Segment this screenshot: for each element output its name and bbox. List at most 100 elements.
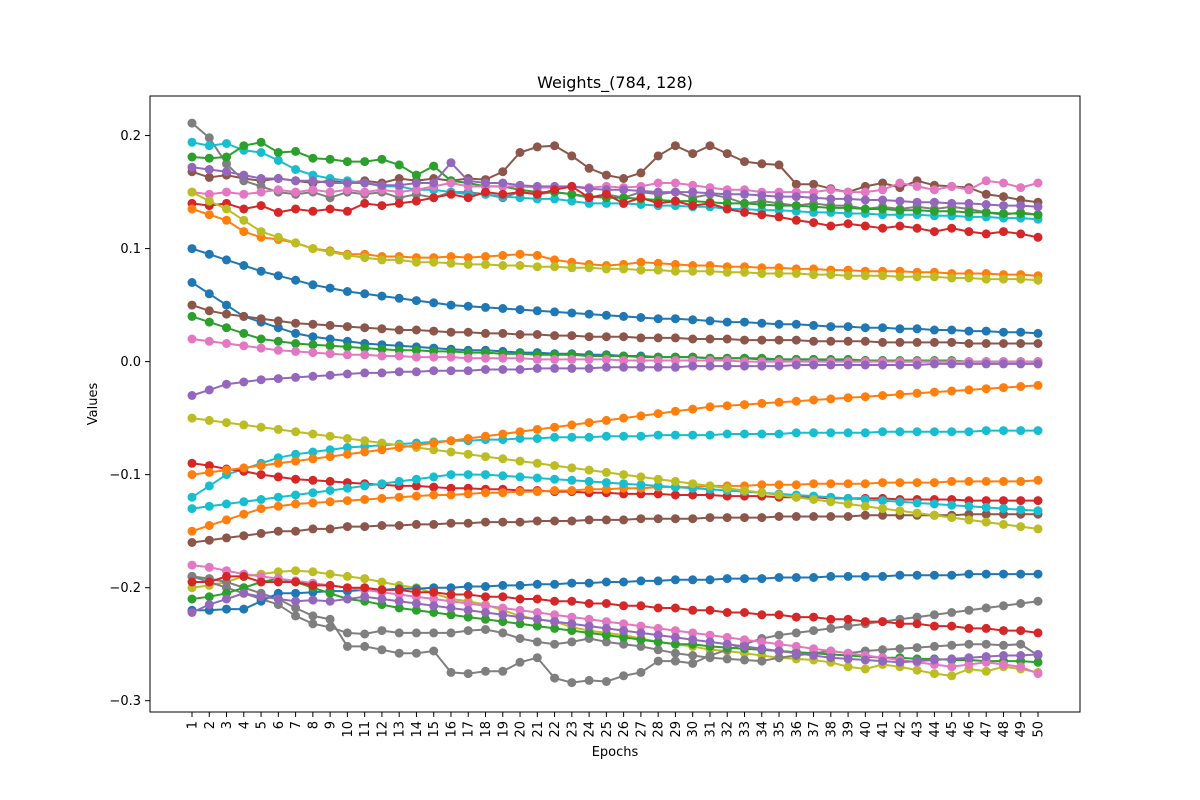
data-point <box>360 178 370 188</box>
data-point <box>187 594 197 604</box>
data-point <box>360 495 370 504</box>
data-point <box>204 461 214 471</box>
data-point <box>688 490 698 500</box>
data-point <box>1016 651 1026 660</box>
data-point <box>222 533 231 543</box>
data-point <box>187 608 197 617</box>
data-point <box>860 221 870 231</box>
data-point <box>912 272 922 282</box>
data-point <box>809 360 819 370</box>
data-point <box>688 334 698 344</box>
data-point <box>1016 359 1026 369</box>
data-point <box>791 192 801 202</box>
data-point <box>550 432 560 442</box>
data-point <box>360 574 370 584</box>
data-point <box>222 499 231 509</box>
series-30 <box>187 380 1043 480</box>
data-point <box>273 345 283 355</box>
x-tick-label: 11 <box>358 721 373 738</box>
data-point <box>740 635 749 645</box>
data-point <box>1016 426 1026 436</box>
data-point <box>826 479 836 489</box>
data-point <box>774 160 784 170</box>
data-point <box>498 365 508 374</box>
data-point <box>187 560 197 570</box>
data-point <box>222 215 231 225</box>
data-point <box>670 266 680 276</box>
data-point <box>239 497 249 507</box>
data-point <box>325 187 335 197</box>
data-point <box>999 227 1008 237</box>
data-point <box>843 571 853 581</box>
data-point <box>947 386 957 396</box>
data-point <box>878 478 888 488</box>
series-6 <box>187 158 1043 212</box>
data-point <box>791 648 801 658</box>
data-point <box>619 626 629 636</box>
data-point <box>774 630 784 640</box>
x-tick-label: 7 <box>289 721 304 729</box>
x-tick-label: 23 <box>565 721 580 738</box>
data-point <box>636 168 646 178</box>
data-point <box>222 604 231 614</box>
x-tick-label: 22 <box>548 721 563 738</box>
data-point <box>446 252 456 261</box>
data-point <box>809 626 819 636</box>
data-point <box>481 302 490 312</box>
data-point <box>342 322 352 332</box>
data-point <box>584 363 594 373</box>
data-point <box>204 535 214 545</box>
data-point <box>929 641 939 651</box>
data-point <box>981 569 991 579</box>
data-point <box>670 648 680 658</box>
data-point <box>394 492 404 502</box>
data-point <box>636 628 646 638</box>
data-point <box>394 293 404 303</box>
data-point <box>515 619 525 629</box>
data-point <box>601 484 611 494</box>
data-point <box>601 630 611 640</box>
data-point <box>325 334 335 344</box>
data-point <box>187 470 197 480</box>
data-point <box>722 639 732 649</box>
data-point <box>947 500 957 510</box>
data-point <box>964 185 974 195</box>
data-point <box>204 306 214 316</box>
data-point <box>981 496 991 506</box>
data-point <box>722 608 732 617</box>
data-point <box>791 428 801 438</box>
data-point <box>567 678 577 688</box>
data-point <box>325 320 335 330</box>
data-point <box>757 159 767 169</box>
data-point <box>670 178 680 188</box>
data-point <box>222 159 231 169</box>
data-point <box>273 424 283 434</box>
data-point <box>463 599 473 608</box>
data-point <box>481 259 490 269</box>
data-point <box>325 486 335 495</box>
data-point <box>809 479 819 489</box>
y-tick-label: −0.1 <box>109 468 141 483</box>
data-point <box>342 206 352 216</box>
data-point <box>757 191 767 200</box>
data-point <box>601 354 611 364</box>
data-point <box>498 610 508 620</box>
data-point <box>446 158 456 168</box>
data-point <box>705 402 715 412</box>
data-point <box>360 187 370 197</box>
data-point <box>342 350 352 360</box>
data-point <box>688 149 698 159</box>
data-point <box>826 270 836 280</box>
data-point <box>999 496 1008 506</box>
data-point <box>204 481 214 491</box>
data-point <box>964 476 974 486</box>
x-tick-label: 10 <box>341 721 356 738</box>
data-point <box>809 193 819 203</box>
data-point <box>705 651 715 660</box>
x-tick-label: 17 <box>462 721 477 738</box>
data-point <box>446 436 456 446</box>
data-point <box>325 283 335 293</box>
data-point <box>670 575 680 585</box>
data-point <box>429 646 439 656</box>
